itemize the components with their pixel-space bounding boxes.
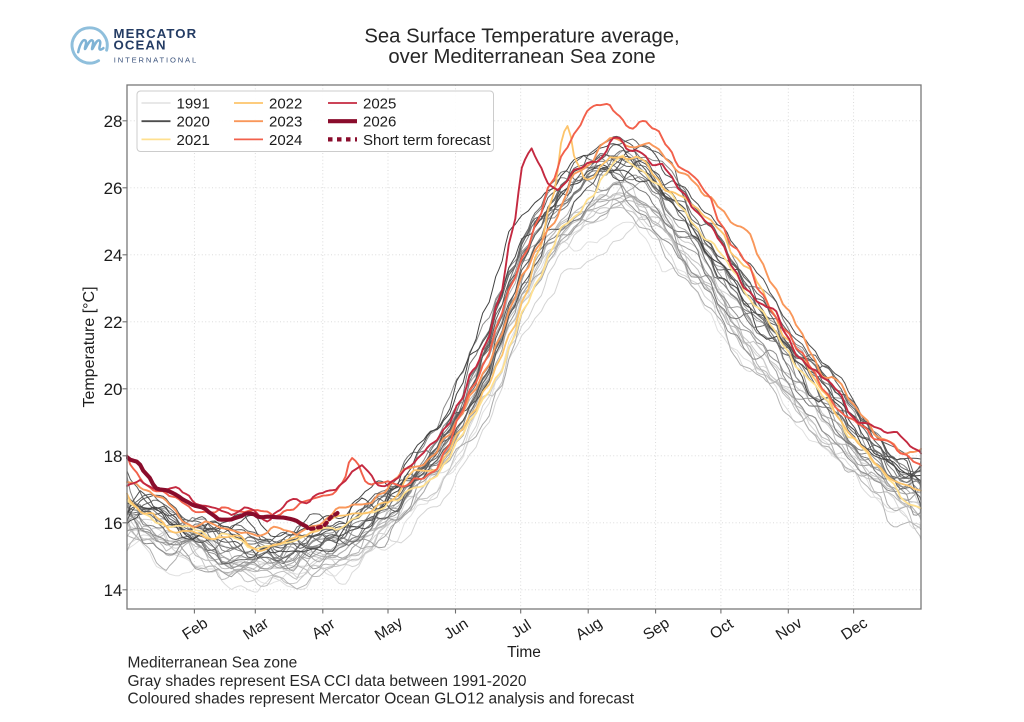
svg-text:28: 28 xyxy=(104,112,123,131)
svg-text:Temperature [°C]: Temperature [°C] xyxy=(81,286,98,407)
svg-text:2026: 2026 xyxy=(363,114,396,131)
svg-text:2024: 2024 xyxy=(269,132,302,149)
svg-text:Coloured shades represent Merc: Coloured shades represent Mercator Ocean… xyxy=(128,691,635,708)
svg-text:Gray shades represent ESA CCI: Gray shades represent ESA CCI data betwe… xyxy=(128,673,527,690)
svg-text:Short term forecast: Short term forecast xyxy=(363,132,491,149)
svg-text:INTERNATIONAL: INTERNATIONAL xyxy=(114,56,198,65)
svg-text:Sea Surface Temperature averag: Sea Surface Temperature average, xyxy=(364,26,679,48)
svg-text:2021: 2021 xyxy=(177,132,210,149)
svg-text:24: 24 xyxy=(104,246,123,265)
svg-text:over Mediterranean Sea zone: over Mediterranean Sea zone xyxy=(388,46,655,68)
svg-text:MERCATOR: MERCATOR xyxy=(114,26,198,41)
svg-text:18: 18 xyxy=(104,447,123,466)
svg-text:Time: Time xyxy=(507,644,541,661)
svg-text:26: 26 xyxy=(104,179,123,198)
svg-text:20: 20 xyxy=(104,380,123,399)
svg-text:Mediterranean Sea zone: Mediterranean Sea zone xyxy=(128,655,298,672)
svg-text:1991: 1991 xyxy=(177,95,210,112)
svg-text:OCEAN: OCEAN xyxy=(114,38,167,53)
svg-text:14: 14 xyxy=(104,581,123,600)
svg-text:2020: 2020 xyxy=(177,114,210,131)
svg-text:2023: 2023 xyxy=(269,114,302,131)
svg-text:2022: 2022 xyxy=(269,95,302,112)
svg-text:22: 22 xyxy=(104,313,123,332)
svg-text:16: 16 xyxy=(104,514,123,533)
svg-text:2025: 2025 xyxy=(363,95,396,112)
